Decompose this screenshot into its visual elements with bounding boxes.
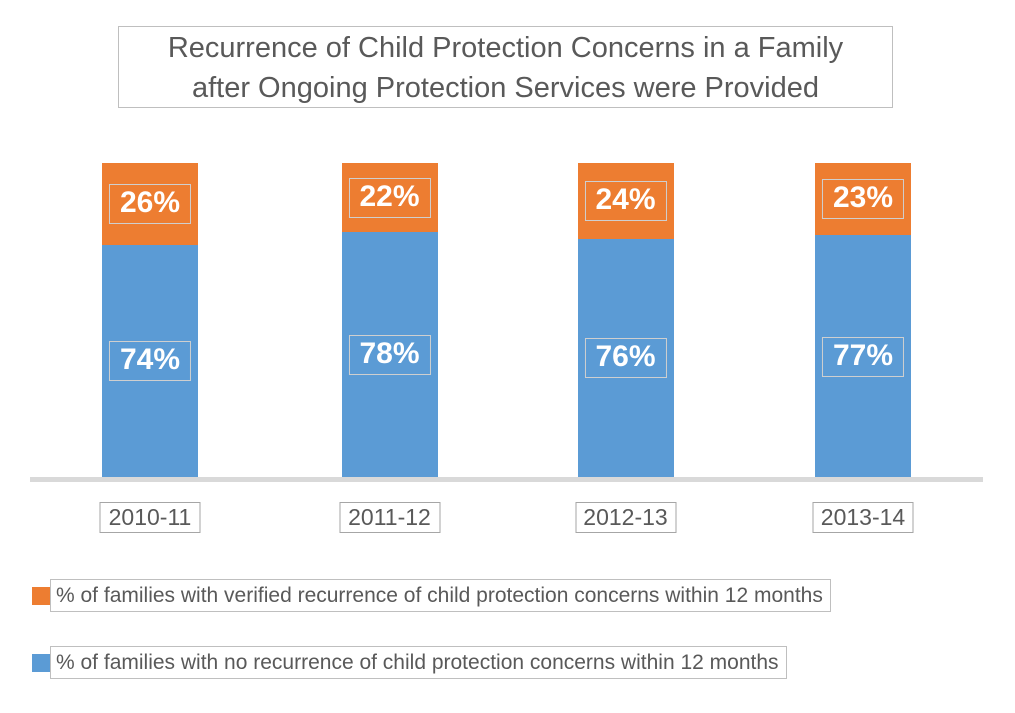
data-label-recurrence-2013-14: 23% — [821, 179, 905, 220]
chart-title-line2: after Ongoing Protection Services were P… — [191, 72, 820, 104]
data-label-recurrence-2012-13: 24% — [584, 180, 667, 221]
legend-item-no-recurrence: % of families with no recurrence of chil… — [32, 646, 787, 679]
bar-segment-no-recurrence-2010-11 — [102, 244, 198, 478]
x-axis-label-2013-14: 2013-14 — [812, 502, 914, 533]
data-label-recurrence-2011-12: 22% — [348, 177, 431, 218]
chart-title-line1: Recurrence of Child Protection Concerns … — [167, 32, 844, 64]
data-label-recurrence-2010-11: 26% — [108, 183, 192, 224]
x-axis-label-2012-13: 2012-13 — [575, 502, 676, 533]
legend-label-no-recurrence: % of families with no recurrence of chil… — [50, 646, 787, 679]
bar-segment-no-recurrence-2012-13 — [577, 238, 674, 478]
data-label-no-recurrence-2013-14: 77% — [821, 336, 905, 377]
bar-segment-recurrence-2012-13 — [577, 163, 674, 239]
data-label-no-recurrence-2010-11: 74% — [108, 341, 192, 382]
x-axis-label-2010-11: 2010-11 — [99, 502, 201, 533]
bar-segment-recurrence-2010-11 — [102, 163, 198, 245]
x-axis-line — [30, 477, 983, 482]
bar-segment-recurrence-2011-12 — [341, 163, 438, 233]
legend-item-recurrence: % of families with verified recurrence o… — [32, 579, 831, 612]
legend-swatch-recurrence-icon — [32, 586, 50, 605]
x-axis-label-2011-12: 2011-12 — [339, 502, 440, 533]
bar-segment-no-recurrence-2013-14 — [815, 235, 911, 478]
bar-segment-no-recurrence-2011-12 — [341, 232, 438, 478]
chart-title: Recurrence of Child Protection Concerns … — [118, 26, 893, 108]
legend-swatch-no-recurrence-icon — [32, 653, 50, 672]
data-label-no-recurrence-2012-13: 76% — [584, 338, 667, 379]
bar-segment-recurrence-2013-14 — [815, 163, 911, 236]
legend-label-recurrence: % of families with verified recurrence o… — [50, 579, 831, 612]
data-label-no-recurrence-2011-12: 78% — [348, 335, 431, 376]
